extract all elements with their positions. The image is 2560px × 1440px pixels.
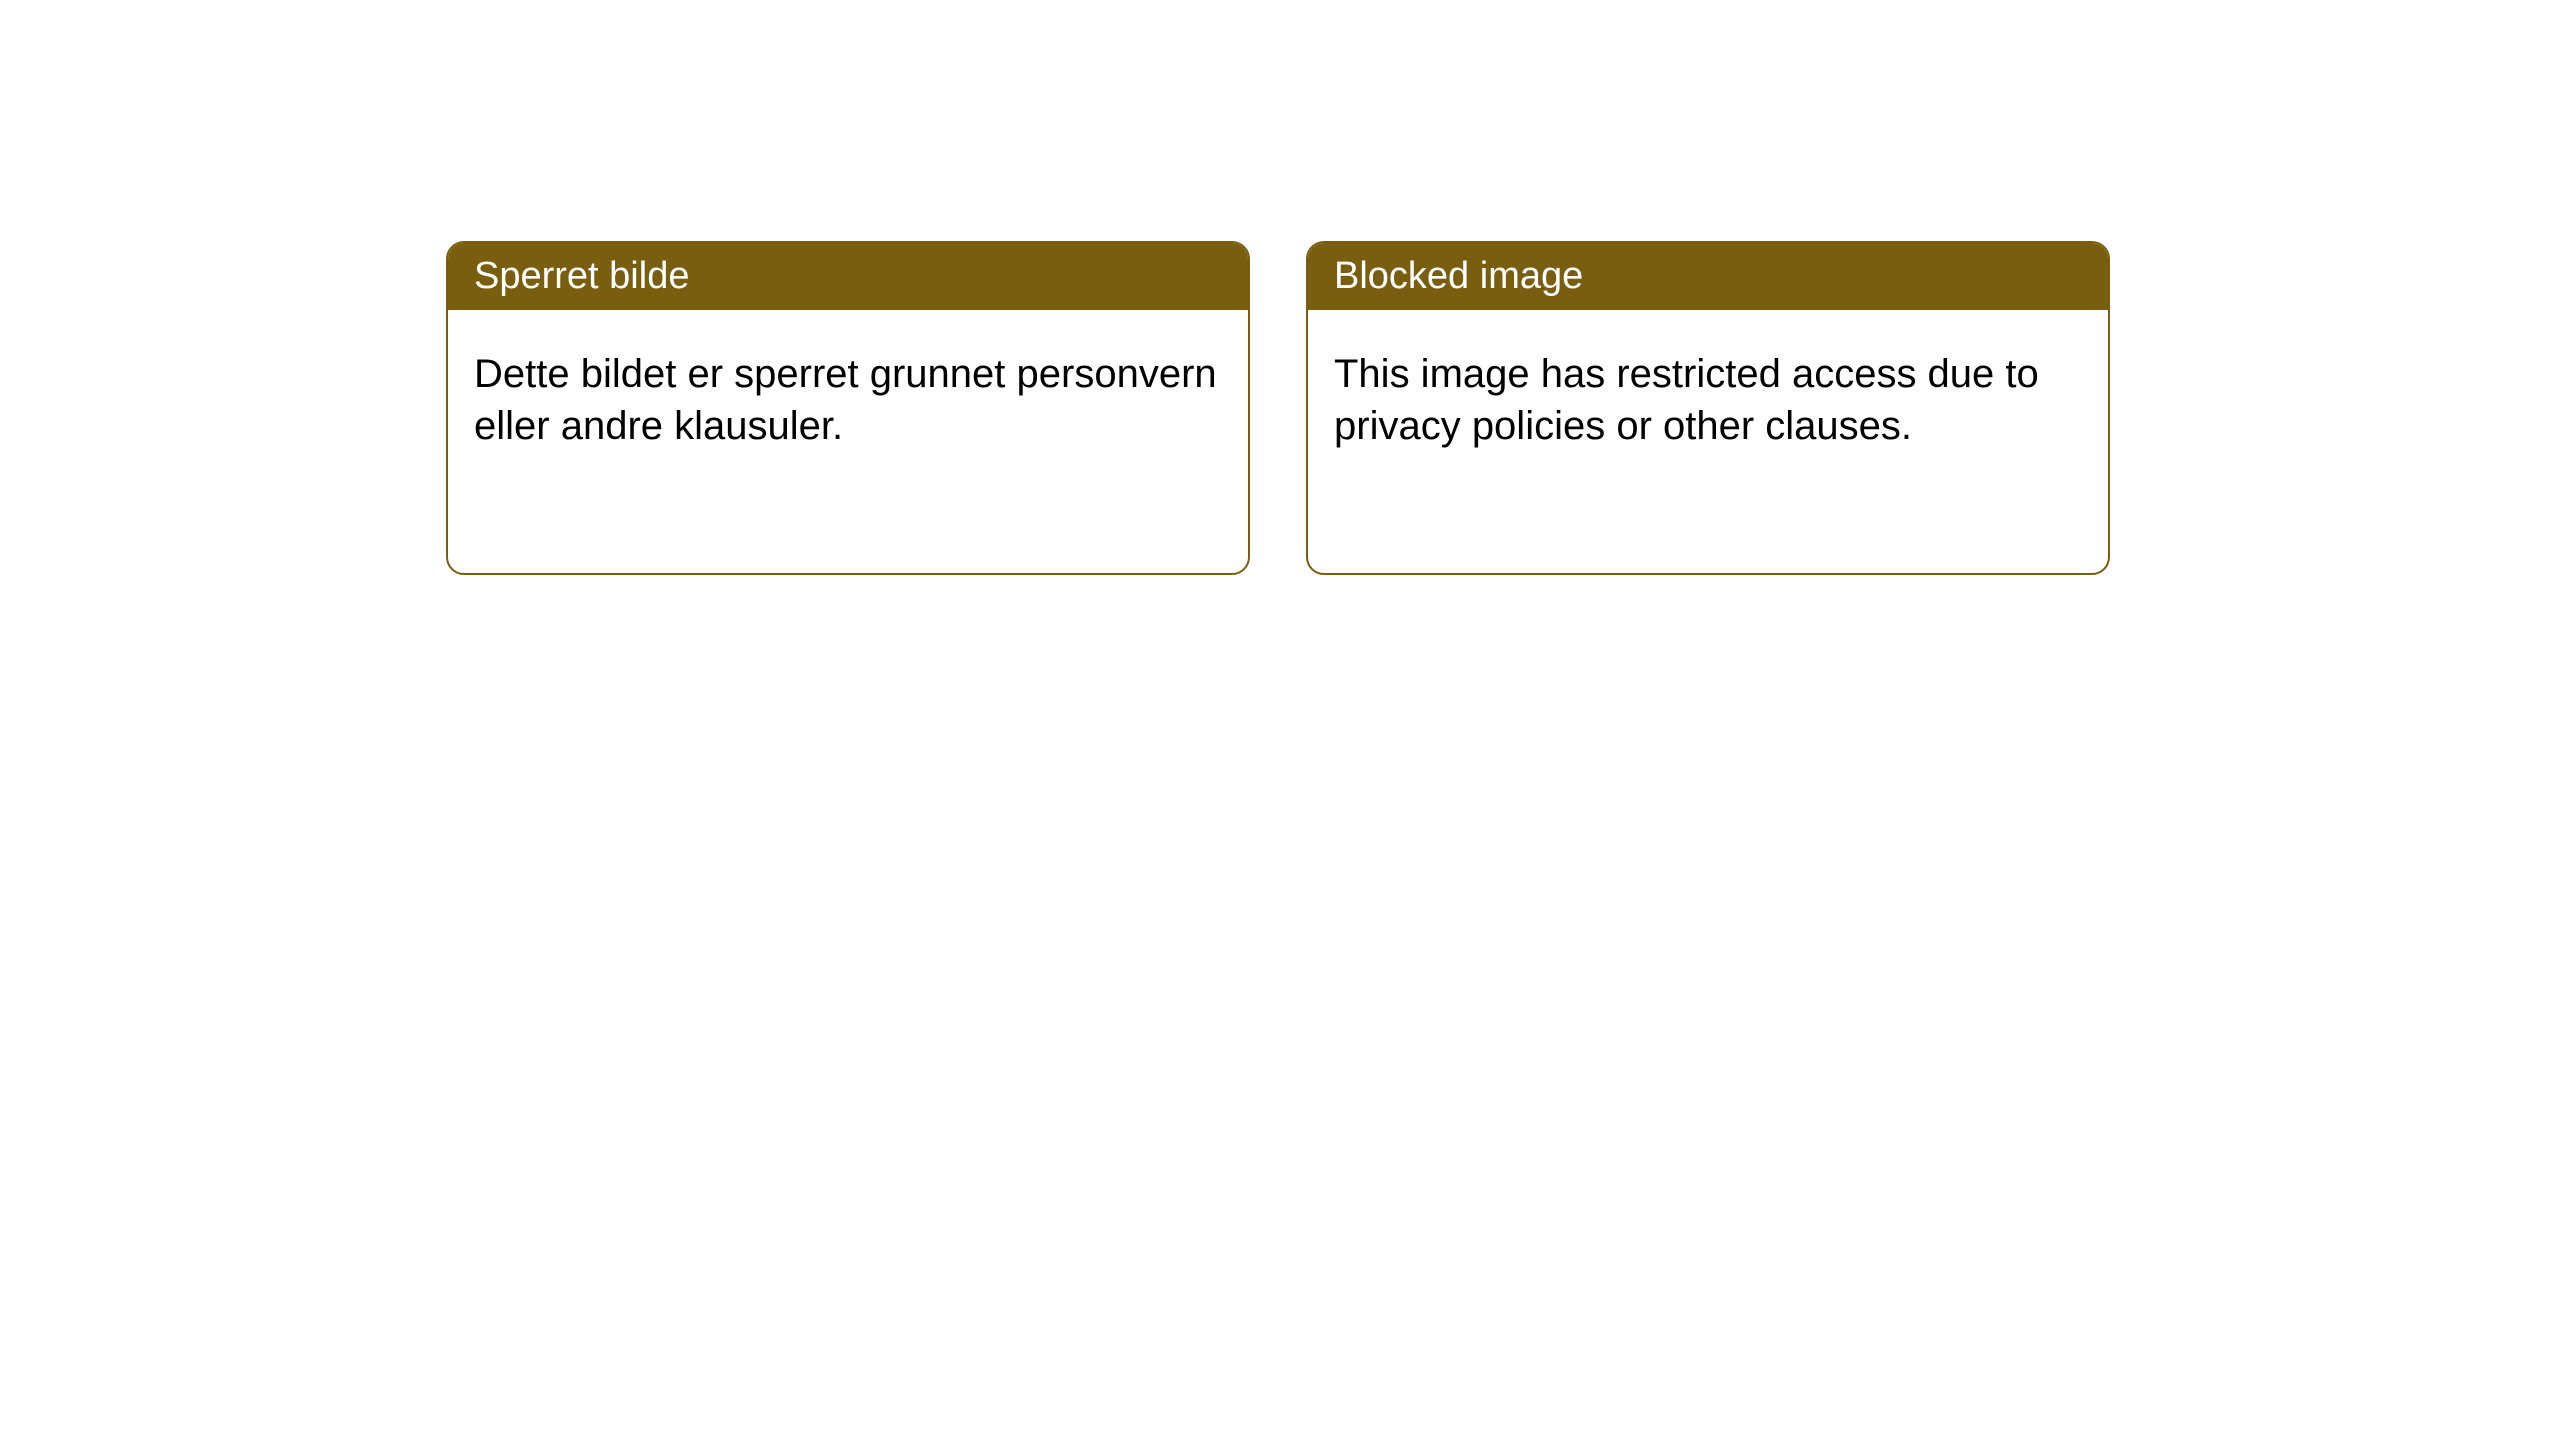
card-body: This image has restricted access due to …	[1308, 310, 2108, 490]
card-header: Blocked image	[1308, 243, 2108, 310]
card-message: Dette bildet er sperret grunnet personve…	[474, 352, 1217, 448]
card-header: Sperret bilde	[448, 243, 1248, 310]
notice-card-english: Blocked image This image has restricted …	[1306, 241, 2110, 575]
card-message: This image has restricted access due to …	[1334, 352, 2039, 448]
card-title: Blocked image	[1334, 255, 1583, 297]
card-title: Sperret bilde	[474, 255, 689, 297]
card-body: Dette bildet er sperret grunnet personve…	[448, 310, 1248, 490]
notice-card-norwegian: Sperret bilde Dette bildet er sperret gr…	[446, 241, 1250, 575]
notice-container: Sperret bilde Dette bildet er sperret gr…	[0, 0, 2560, 575]
